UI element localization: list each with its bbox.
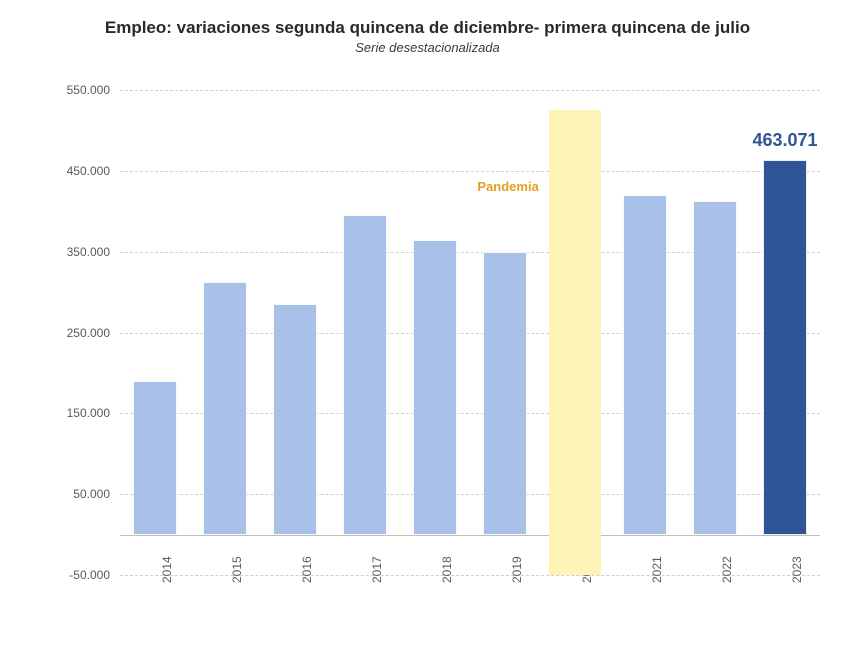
bar-2022 <box>693 201 736 535</box>
x-tick-label: 2014 <box>160 556 174 583</box>
gridline <box>120 90 820 91</box>
bar-2021 <box>623 195 666 535</box>
bar-2016 <box>273 304 316 534</box>
y-tick-label: 550.000 <box>55 83 110 97</box>
gridline <box>120 171 820 172</box>
last-bar-value-label: 463.071 <box>735 130 835 151</box>
x-tick-label: 2018 <box>440 556 454 583</box>
y-tick-label: 250.000 <box>55 326 110 340</box>
x-tick-label: 2016 <box>300 556 314 583</box>
bar-2019 <box>483 252 526 535</box>
pandemia-highlight <box>549 110 600 575</box>
bar-2014 <box>133 381 176 535</box>
y-tick-label: -50.000 <box>55 568 110 582</box>
x-tick-label: 2023 <box>790 556 804 583</box>
x-tick-label: 2019 <box>510 556 524 583</box>
chart-container: Empleo: variaciones segunda quincena de … <box>0 0 855 658</box>
bar-2015 <box>203 282 246 535</box>
y-tick-label: 450.000 <box>55 164 110 178</box>
x-tick-label: 2022 <box>720 556 734 583</box>
pandemia-label: Pandemia <box>477 179 538 194</box>
chart-subtitle: Serie desestacionalizada <box>0 40 855 55</box>
x-tick-label: 2021 <box>650 556 664 583</box>
bar-2018 <box>413 240 456 535</box>
x-tick-label: 2015 <box>230 556 244 583</box>
bar-2017 <box>343 215 386 534</box>
plot-area: -50.00050.000150.000250.000350.000450.00… <box>120 90 820 575</box>
x-axis <box>120 535 820 536</box>
y-tick-label: 50.000 <box>55 487 110 501</box>
y-tick-label: 350.000 <box>55 245 110 259</box>
y-tick-label: 150.000 <box>55 406 110 420</box>
gridline <box>120 575 820 576</box>
x-tick-label: 2017 <box>370 556 384 583</box>
bar-2023 <box>763 160 806 534</box>
chart-title: Empleo: variaciones segunda quincena de … <box>0 0 855 38</box>
